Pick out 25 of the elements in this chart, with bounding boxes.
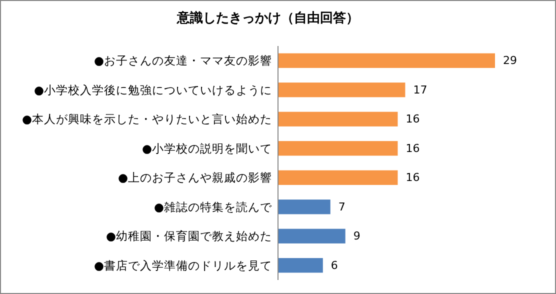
y-tick-label: ●雑誌の特集を読んで bbox=[154, 200, 273, 214]
y-tick-label: ●書店で入学準備のドリルを見て bbox=[94, 258, 272, 272]
bar bbox=[278, 141, 398, 156]
y-tick-label: ●幼稚園・保育園で教え始めた bbox=[106, 229, 272, 244]
data-label: 16 bbox=[406, 171, 420, 184]
bar bbox=[278, 200, 330, 214]
y-tick-label: ●お子さんの友達・ママ友の影響 bbox=[94, 54, 272, 68]
y-tick-label: ●小学校の説明を聞いて bbox=[142, 141, 272, 156]
y-tick-label: ●小学校入学後に勉強についていけるように bbox=[34, 82, 272, 97]
y-tick-label: ●上のお子さんや親戚の影響 bbox=[118, 170, 272, 185]
bar bbox=[278, 170, 398, 185]
data-label: 6 bbox=[330, 258, 338, 272]
data-label: 9 bbox=[353, 230, 360, 243]
chart-title: 意識したきっかけ（自由回答） bbox=[176, 10, 359, 26]
data-label: 29 bbox=[503, 54, 517, 68]
bar bbox=[278, 82, 406, 98]
y-tick-label: ●本人が興味を示した・やりたいと言い始めた bbox=[22, 112, 272, 126]
data-label: 7 bbox=[338, 200, 346, 214]
data-label: 16 bbox=[406, 142, 420, 155]
data-label: 16 bbox=[406, 112, 420, 126]
bar bbox=[278, 53, 495, 68]
bar bbox=[278, 112, 398, 126]
bar bbox=[278, 228, 346, 244]
bar bbox=[278, 258, 323, 273]
data-label: 17 bbox=[413, 83, 428, 96]
